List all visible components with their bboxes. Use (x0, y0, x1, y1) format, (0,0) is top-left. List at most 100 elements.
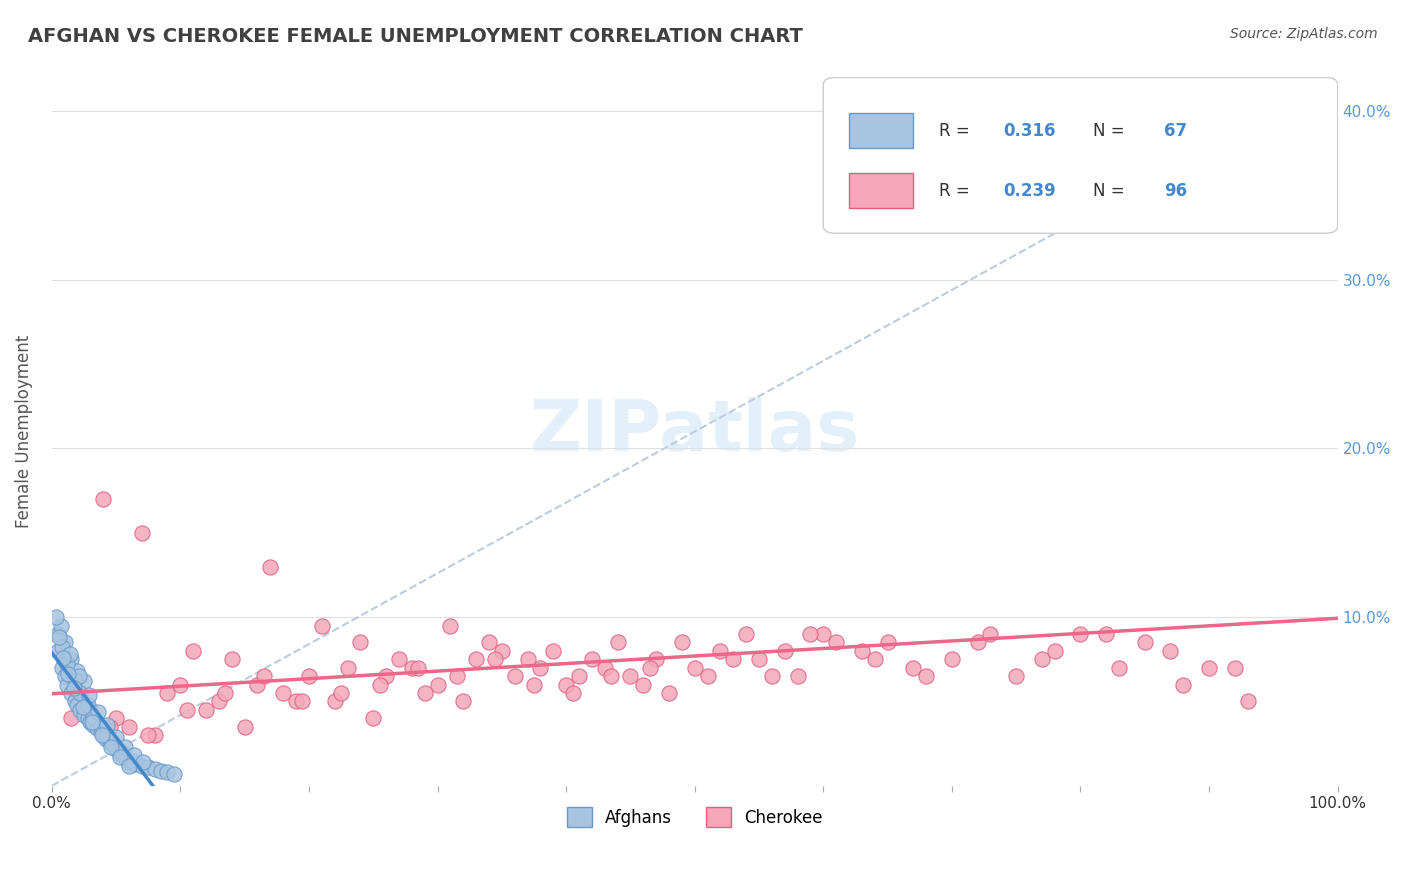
Y-axis label: Female Unemployment: Female Unemployment (15, 335, 32, 528)
Point (696, 669, 718, 683)
Point (100, 739, 122, 754)
Point (484, 652, 506, 666)
Point (132, 755, 155, 769)
Point (108, 750, 131, 764)
Point (69, 686, 91, 700)
Point (181, 644, 204, 658)
Legend: Afghans, Cherokee: Afghans, Cherokee (560, 800, 830, 834)
Point (118, 755, 141, 769)
Text: Source: ZipAtlas.com: Source: ZipAtlas.com (1230, 27, 1378, 41)
Text: 96: 96 (1164, 182, 1187, 200)
Point (115, 752, 138, 766)
Point (79, 703, 101, 717)
Text: N =: N = (1094, 182, 1130, 200)
Point (79, 714, 101, 729)
Point (56, 657, 79, 672)
Point (49, 618, 72, 632)
Point (516, 652, 538, 666)
Point (114, 739, 136, 754)
Text: 0.316: 0.316 (1004, 121, 1056, 139)
Point (233, 720, 256, 734)
Point (56, 677, 79, 691)
Point (60, 711, 83, 725)
Point (375, 669, 398, 683)
FancyBboxPatch shape (849, 113, 914, 148)
Point (863, 652, 886, 666)
Point (246, 677, 269, 691)
Point (124, 756, 146, 771)
Point (60, 652, 83, 666)
Point (107, 745, 129, 759)
Point (46, 627, 69, 641)
Point (311, 618, 333, 632)
Point (1173, 677, 1195, 691)
Point (1095, 627, 1118, 641)
Point (671, 635, 693, 649)
Text: N =: N = (1094, 121, 1130, 139)
Point (941, 652, 963, 666)
Point (600, 669, 623, 683)
Point (903, 661, 925, 675)
Point (361, 711, 384, 725)
Point (90, 724, 112, 739)
Point (413, 686, 436, 700)
Point (94, 731, 117, 746)
FancyBboxPatch shape (849, 173, 914, 209)
Point (291, 694, 314, 708)
Point (131, 525, 153, 540)
Point (82, 718, 104, 732)
Point (876, 635, 898, 649)
Point (136, 760, 159, 774)
Point (401, 661, 423, 675)
Point (118, 720, 141, 734)
Point (91, 728, 114, 742)
Point (103, 739, 125, 753)
Point (1031, 652, 1053, 666)
Point (259, 559, 281, 574)
Point (63, 673, 86, 687)
Point (799, 627, 821, 641)
Point (82, 709, 104, 723)
Point (60, 686, 83, 700)
Point (1223, 661, 1246, 675)
Point (105, 711, 128, 725)
Point (77, 688, 100, 702)
Point (66, 664, 89, 678)
Point (122, 748, 145, 763)
Point (330, 686, 353, 700)
Text: 0.239: 0.239 (1004, 182, 1056, 200)
Text: R =: R = (939, 121, 974, 139)
Point (619, 669, 641, 683)
Point (111, 745, 134, 759)
Point (118, 758, 141, 772)
Point (786, 669, 808, 683)
Point (105, 741, 128, 756)
Point (59, 647, 82, 661)
Point (143, 728, 166, 742)
Point (163, 767, 186, 781)
Point (529, 661, 551, 675)
Point (253, 669, 276, 683)
Point (761, 669, 783, 683)
Text: ZIPatlas: ZIPatlas (530, 397, 859, 467)
Point (169, 677, 191, 691)
Point (446, 669, 468, 683)
Text: 67: 67 (1164, 121, 1187, 139)
Point (73, 674, 96, 689)
Point (426, 677, 449, 691)
Point (298, 669, 321, 683)
Point (1198, 661, 1220, 675)
Point (86, 722, 108, 736)
Point (76, 711, 98, 725)
Point (98, 735, 121, 749)
Point (53, 669, 76, 683)
Point (1043, 644, 1066, 658)
Point (67, 669, 90, 683)
Point (121, 754, 143, 768)
Point (63, 694, 86, 708)
Point (91, 492, 114, 507)
Point (156, 686, 179, 700)
Point (58, 667, 80, 681)
Point (1005, 669, 1028, 683)
Point (336, 661, 359, 675)
